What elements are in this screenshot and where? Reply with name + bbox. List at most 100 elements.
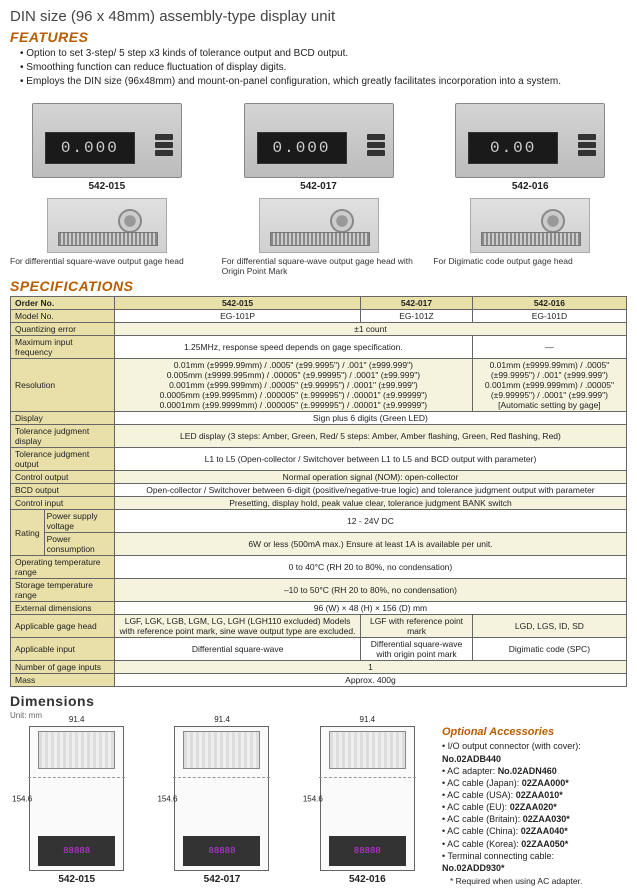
spec-label: Control output <box>11 471 115 484</box>
specs-heading: SPECIFICATIONS <box>10 278 627 294</box>
product-code: 542-016 <box>433 181 627 192</box>
page-title: DIN size (96 x 48mm) assembly-type displ… <box>10 8 627 25</box>
spec-label: Tolerance judgment output <box>11 448 115 471</box>
spec-label: Operating temperature range <box>11 556 115 579</box>
spec-value: Open-collector / Switchover between 6-di… <box>114 484 626 497</box>
device-image: 0.00 <box>455 103 605 178</box>
dim-box: 91.4 154.6 88888 <box>320 726 415 871</box>
spec-value: 0 to 40°C (RH 20 to 80%, no condensation… <box>114 556 626 579</box>
device-image: 0.000 <box>32 103 182 178</box>
dimensions-unit: Unit: mm <box>10 711 627 720</box>
dim-box: 91.4 154.6 88888 <box>29 726 124 871</box>
spec-value: Digimatic code (SPC) <box>472 638 626 661</box>
res-line: 0.001mm (±999.999mm) / .00005" (±9.99995… <box>477 380 622 400</box>
connector-image <box>470 198 590 253</box>
spec-value: 96 (W) × 48 (H) × 156 (D) mm <box>114 602 626 615</box>
feature-item: Option to set 3-step/ 5 step x3 kinds of… <box>20 47 627 61</box>
spec-value: EG-101P <box>114 310 360 323</box>
spec-label: Order No. <box>11 297 115 310</box>
spec-value: LGF with reference point mark <box>361 615 473 638</box>
res-line: 0.01mm (±9999.99mm) / .0005" (±99.9995")… <box>119 360 468 370</box>
spec-value: Differential square-wave <box>114 638 360 661</box>
dim-box: 91.4 154.6 88888 <box>174 726 269 871</box>
spec-label: Quantizing error <box>11 323 115 336</box>
connector-cell: For differential square-wave output gage… <box>222 198 416 276</box>
spec-label: Tolerance judgment display <box>11 425 115 448</box>
connector-cell: For differential square-wave output gage… <box>10 198 204 276</box>
spec-label: Resolution <box>11 359 115 412</box>
dim-code: 542-017 <box>155 874 288 885</box>
dimension-drawings: 91.4 154.6 88888 542-015 91.4 154.6 8888… <box>10 726 434 886</box>
spec-value: Presetting, display hold, peak value cle… <box>114 497 626 510</box>
res-line: 0.001mm (±999.999mm) / .00005" (±9.99995… <box>119 380 468 390</box>
product-cell: 0.000 542-017 <box>222 103 416 192</box>
accessories-panel: Optional Accessories I/O output connecto… <box>442 726 627 886</box>
device-display: 0.000 <box>257 132 347 164</box>
dimensions-row: 91.4 154.6 88888 542-015 91.4 154.6 8888… <box>10 726 627 886</box>
dim-width: 91.4 <box>214 715 230 724</box>
spec-value: 542-015 <box>114 297 360 310</box>
dim-drawing: 91.4 154.6 88888 542-016 <box>301 726 434 886</box>
spec-value: –10 to 50°C (RH 20 to 80%, no condensati… <box>114 579 626 602</box>
spec-value: ±1 count <box>114 323 626 336</box>
accessory-item: AC cable (Japan): 02ZAA000* <box>442 777 627 789</box>
dim-drawing: 91.4 154.6 88888 542-017 <box>155 726 288 886</box>
connector-image-row: For differential square-wave output gage… <box>10 198 627 276</box>
spec-value: EG-101Z <box>361 310 473 323</box>
device-display: 0.00 <box>468 132 558 164</box>
res-line: 0.0005mm (±99.9995mm) / .000005" (±.9999… <box>119 390 468 400</box>
spec-label: Rating <box>11 510 45 556</box>
spec-value: LGF, LGK, LGB, LGM, LG, LGH (LGH110 excl… <box>114 615 360 638</box>
spec-value: 1 <box>114 661 626 674</box>
dim-drawing: 91.4 154.6 88888 542-015 <box>10 726 143 886</box>
spec-value: 542-016 <box>472 297 626 310</box>
spec-label: Display <box>11 412 115 425</box>
spec-value: EG-101D <box>472 310 626 323</box>
accessory-item: AC cable (China): 02ZAA040* <box>442 825 627 837</box>
connector-image <box>47 198 167 253</box>
spec-value: 1.25MHz, response speed depends on gage … <box>114 336 472 359</box>
spec-value: Differential square-wave with origin poi… <box>361 638 473 661</box>
spec-value: — <box>472 336 626 359</box>
res-line: [Automatic setting by gage] <box>477 400 622 410</box>
spec-label: Maximum input frequency <box>11 336 115 359</box>
device-display: 0.000 <box>45 132 135 164</box>
spec-value: 0.01mm (±9999.99mm) / .0005" (±99.9995")… <box>472 359 626 412</box>
dim-width: 91.4 <box>360 715 376 724</box>
spec-label: External dimensions <box>11 602 115 615</box>
spec-label: BCD output <box>11 484 115 497</box>
spec-value: 12 - 24V DC <box>114 510 626 533</box>
spec-label: Applicable gage head <box>11 615 115 638</box>
spec-label: Model No. <box>11 310 115 323</box>
spec-table: Order No. 542-015 542-017 542-016 Model … <box>10 296 627 687</box>
res-line: 0.005mm (±9999.995mm) / .00005" (±9.9999… <box>119 370 468 380</box>
spec-value: LED display (3 steps: Amber, Green, Red/… <box>114 425 626 448</box>
dim-code: 542-016 <box>301 874 434 885</box>
accessory-item: AC cable (Korea): 02ZAA050* <box>442 838 627 850</box>
dim-height: 154.6 <box>12 794 32 803</box>
spec-value: Approx. 400g <box>114 674 626 687</box>
accessory-item: Terminal connecting cable: No.02ADD930* <box>442 850 627 874</box>
spec-value: 0.01mm (±9999.99mm) / .0005" (±99.9995")… <box>114 359 472 412</box>
connector-label: For Digimatic code output gage head <box>433 256 627 266</box>
spec-label: Mass <box>11 674 115 687</box>
spec-sublabel: Power supply voltage <box>44 510 114 533</box>
dimensions-heading: Dimensions <box>10 693 627 709</box>
spec-label: Applicable input <box>11 638 115 661</box>
spec-label: Number of gage inputs <box>11 661 115 674</box>
dim-height: 154.6 <box>303 794 323 803</box>
connector-label: For differential square-wave output gage… <box>222 256 416 276</box>
accessory-item: AC cable (Britain): 02ZAA030* <box>442 813 627 825</box>
product-cell: 0.00 542-016 <box>433 103 627 192</box>
dim-code: 542-015 <box>10 874 143 885</box>
accessory-item: AC cable (EU): 02ZAA020* <box>442 801 627 813</box>
product-code: 542-015 <box>10 181 204 192</box>
res-line: 0.01mm (±9999.99mm) / .0005" (±99.9995")… <box>477 360 622 380</box>
feature-item: Smoothing function can reduce fluctuatio… <box>20 61 627 75</box>
dim-height: 154.6 <box>157 794 177 803</box>
spec-label: Control input <box>11 497 115 510</box>
product-cell: 0.000 542-015 <box>10 103 204 192</box>
res-line: 0.0001mm (±99.9999mm) / .000005" (±.9999… <box>119 400 468 410</box>
spec-sublabel: Power consumption <box>44 533 114 556</box>
connector-label: For differential square-wave output gage… <box>10 256 204 266</box>
